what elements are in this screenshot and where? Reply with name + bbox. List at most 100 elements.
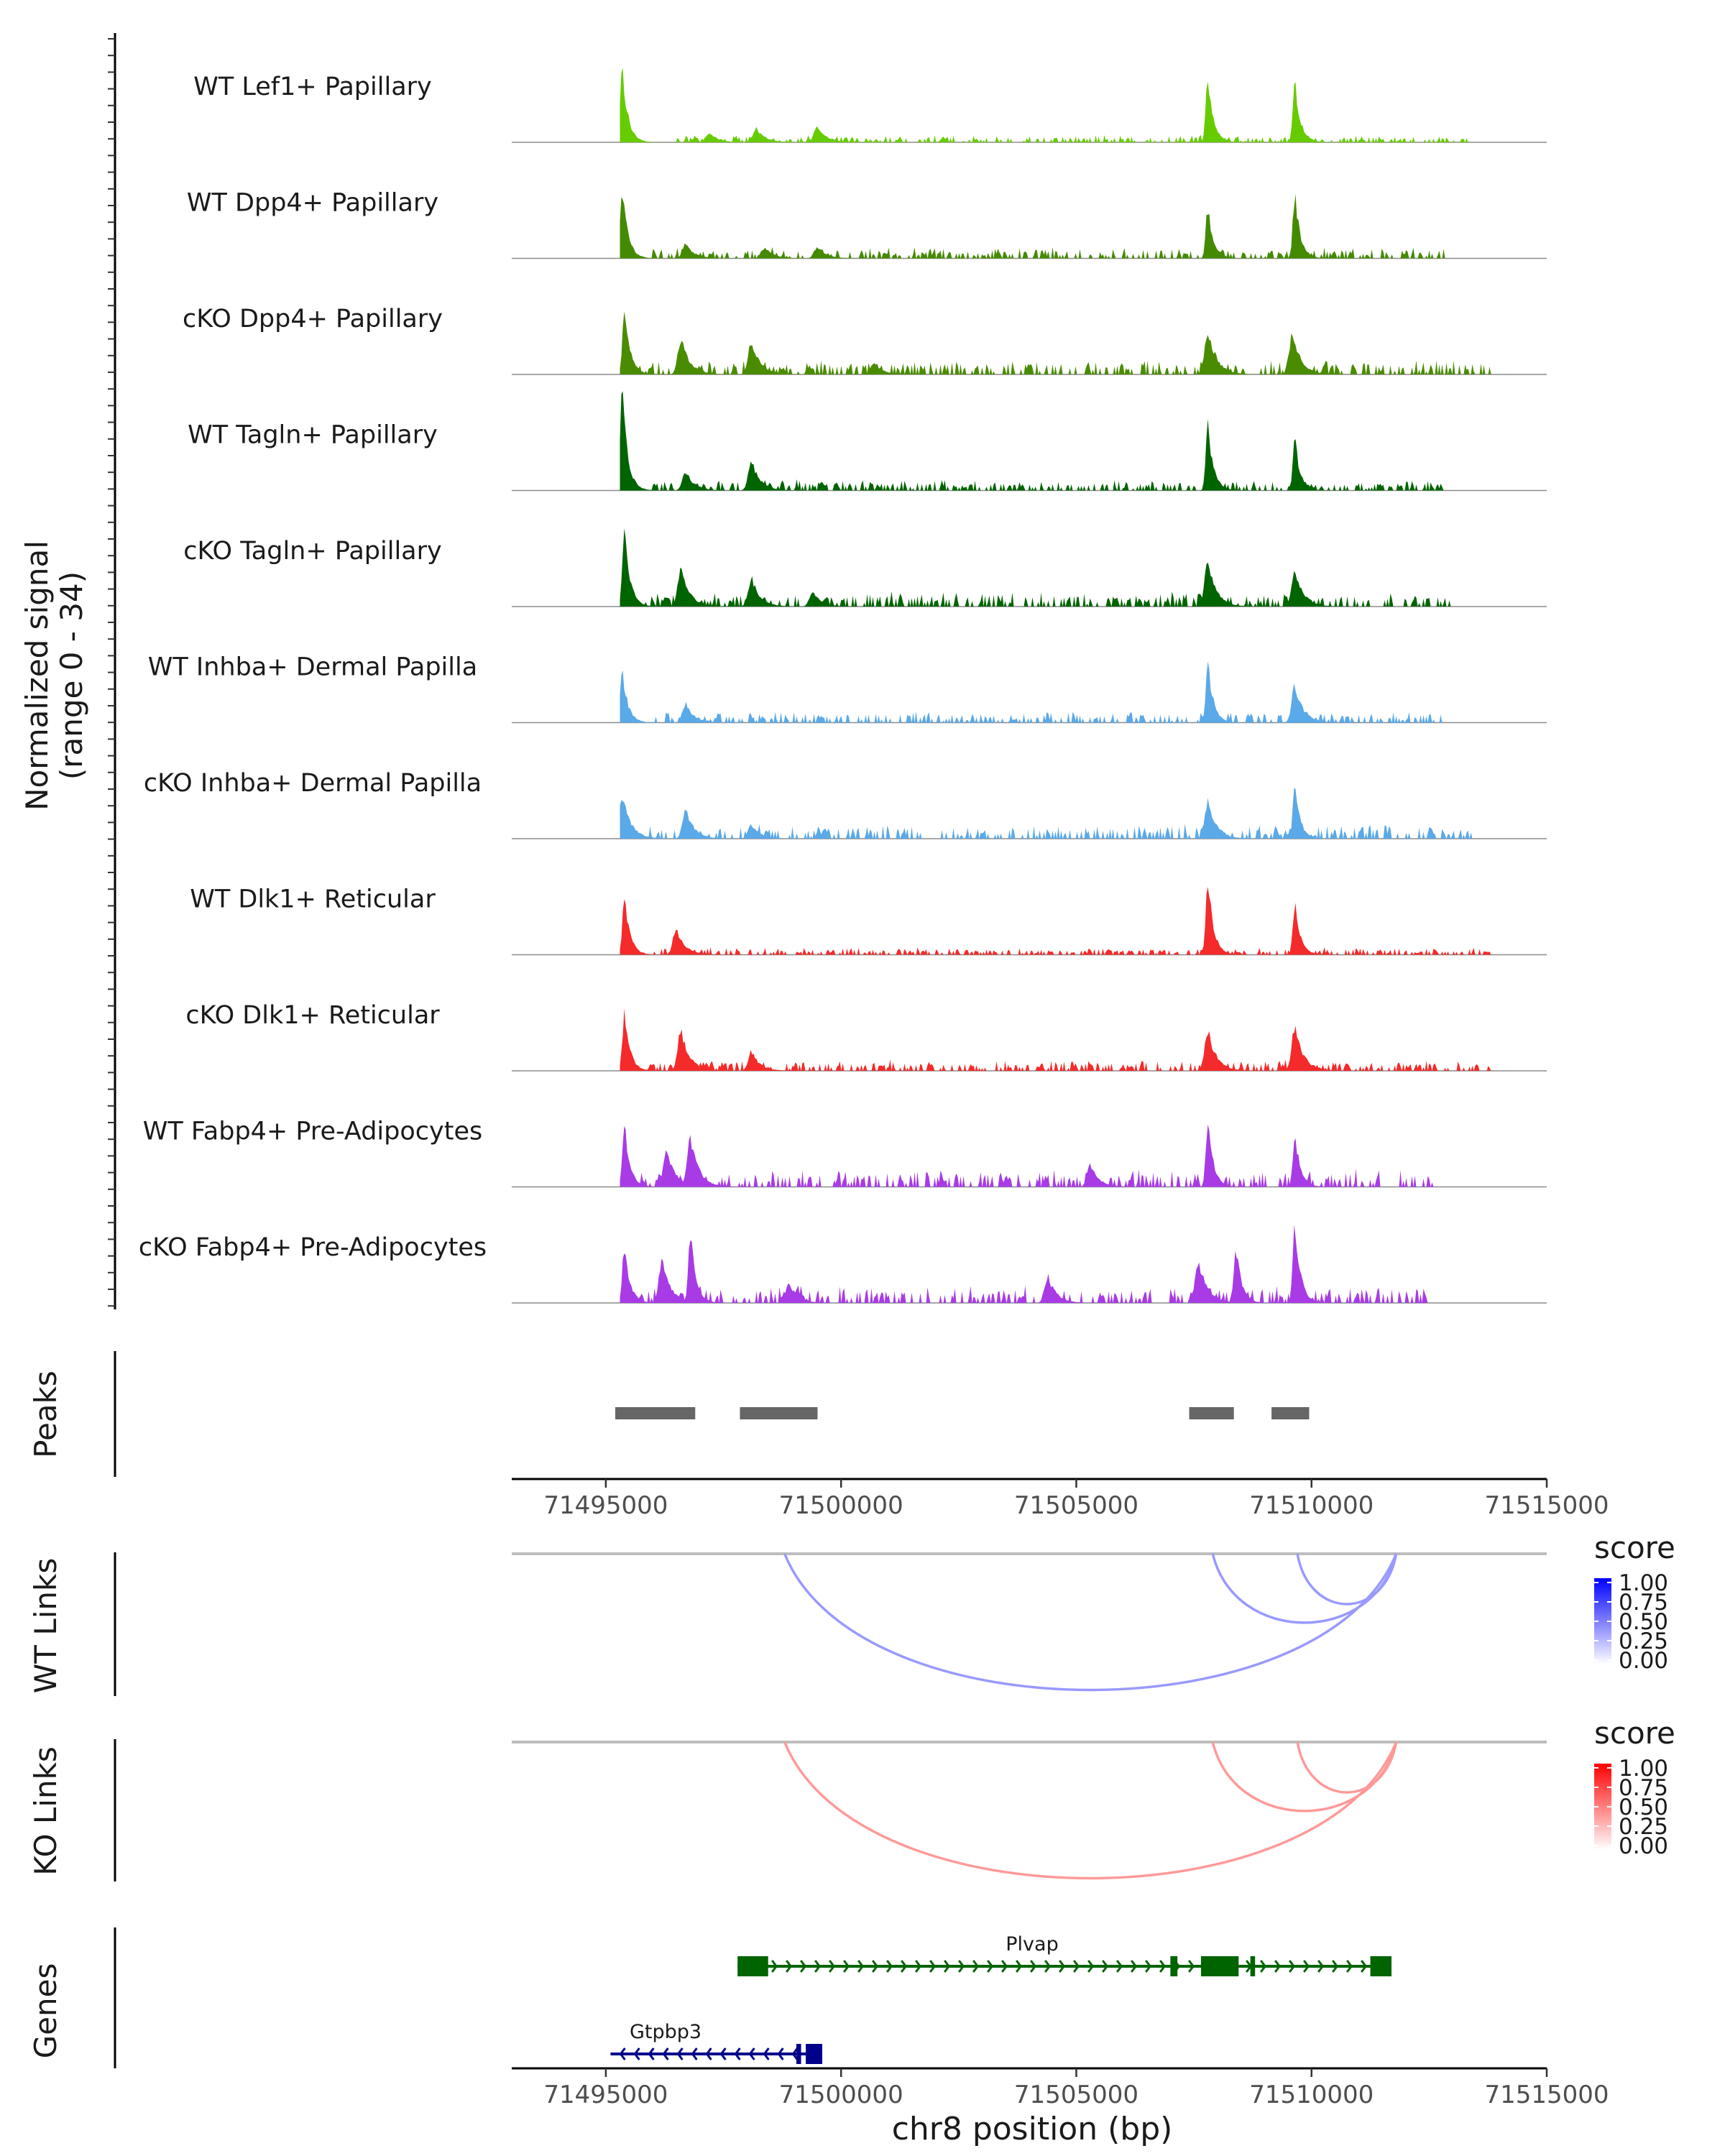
strand-chevron [886, 1960, 893, 1973]
strand-chevron [1302, 1960, 1310, 1973]
strand-chevron [1274, 1960, 1282, 1973]
strand-chevron [662, 2047, 669, 2060]
strand-chevron [1144, 1960, 1152, 1973]
coverage-track-label: WT Inhba+ Dermal Papilla [148, 653, 477, 682]
strand-chevron [633, 2047, 640, 2060]
genes-panel: Genes Plvap Gtpbp3 71495000 71500000 715050… [28, 1927, 1609, 2147]
strand-chevron [1072, 1960, 1080, 1973]
strand-chevron [828, 1960, 836, 1973]
ko-links-arcs [783, 1741, 1398, 1880]
coverage-track-label: cKO Dpp4+ Papillary [183, 305, 443, 333]
wt-score-legend: score 1.000.750.500.250.00 [1594, 1530, 1675, 1674]
strand-chevron [799, 1960, 807, 1973]
x-axis-tick-label: 71505000 [1014, 2081, 1138, 2109]
peaks-intervals [615, 1407, 1310, 1419]
coverage-y-axis-ticks [108, 38, 115, 1307]
strand-chevron [1029, 1960, 1037, 1973]
strand-chevron [1000, 1960, 1008, 1973]
coverage-signal-area [620, 1124, 1547, 1187]
link-arc [783, 1553, 1398, 1692]
coverage-signal-area [620, 193, 1547, 259]
legend-tick-label: 0.25 [1619, 1628, 1668, 1654]
x-axis-tick-label: 71515000 [1484, 1491, 1609, 1520]
gene-exon [737, 1956, 768, 1976]
ko-legend-ticks: 1.000.750.500.250.00 [1594, 1756, 1668, 1859]
strand-chevron [676, 2047, 684, 2060]
strand-chevron [1058, 1960, 1066, 1973]
ko-legend-title: score [1594, 1715, 1675, 1751]
genes-x-axis: 71495000 71500000 71505000 71510000 71515000 [512, 2067, 1609, 2109]
strand-chevron [842, 1960, 850, 1973]
wt-links-panel: WT Links score 1.000.750.500.250.00 [28, 1530, 1675, 1696]
strand-chevron [986, 1960, 994, 1973]
strand-chevron [1187, 1960, 1195, 1973]
genes-track-label: Genes [28, 1963, 63, 2059]
coverage-signal-area [620, 1225, 1547, 1303]
coverage-signal-area [620, 887, 1547, 955]
coverage-signal-area [620, 68, 1547, 142]
gene-models: Plvap Gtpbp3 [610, 1933, 1392, 2064]
strand-chevron [748, 2047, 755, 2060]
x-axis-tick-label: 71510000 [1249, 1491, 1374, 1520]
strand-chevron [791, 2047, 799, 2060]
link-arc [1296, 1553, 1398, 1606]
strand-chevron [900, 1960, 908, 1973]
coverage-track-wt-lef1-papillary: WT Lef1+ Papillary [193, 68, 1547, 143]
coverage-track-cko-dpp4-papillary: cKO Dpp4+ Papillary [183, 305, 1547, 375]
peak-interval [740, 1407, 818, 1419]
coverage-track-cko-dlk1-reticular: cKO Dlk1+ Reticular [185, 1001, 1547, 1072]
strand-chevron [1331, 1960, 1339, 1973]
wt-legend-ticks: 1.000.750.500.250.00 [1594, 1570, 1668, 1674]
ko-score-legend: score 1.000.750.500.250.00 [1594, 1715, 1675, 1859]
link-arc [783, 1741, 1398, 1880]
strand-chevron [1346, 1960, 1353, 1973]
coverage-track-wt-tagln-papillary: WT Tagln+ Papillary [188, 391, 1547, 492]
coverage-track-label: cKO Fabp4+ Pre-Adipocytes [139, 1233, 487, 1262]
strand-chevron [857, 1960, 865, 1973]
coverage-track-label: WT Dlk1+ Reticular [190, 885, 436, 914]
legend-tick-label: 0.00 [1619, 1648, 1668, 1674]
strand-chevron [957, 1960, 965, 1973]
strand-chevron [1116, 1960, 1123, 1973]
peak-interval [615, 1407, 696, 1419]
x-axis-tick-label: 71505000 [1014, 1491, 1138, 1520]
link-arc [1296, 1741, 1398, 1794]
strand-chevron [814, 1960, 822, 1973]
legend-tick-label: 0.50 [1619, 1795, 1668, 1820]
legend-tick-label: 1.00 [1619, 1570, 1668, 1596]
strand-chevron [719, 2047, 727, 2060]
legend-tick-label: 0.25 [1619, 1814, 1668, 1840]
gene-exon [1170, 1956, 1178, 1976]
coverage-track-cko-fabp4-pre-adipocytes: cKO Fabp4+ Pre-Adipocytes [139, 1225, 1547, 1304]
peaks-x-axis: 71495000 71500000 71505000 71510000 71515000 [512, 1478, 1609, 1520]
wt-links-track-label: WT Links [28, 1558, 63, 1693]
link-arc [1211, 1553, 1398, 1624]
x-axis-tick-label: 71495000 [543, 1491, 668, 1520]
legend-tick-label: 1.00 [1619, 1756, 1668, 1782]
peaks-track-label: Peaks [28, 1370, 63, 1458]
coverage-y-axis-label-line-1: Normalized signal [19, 540, 55, 811]
strand-chevron [1259, 1960, 1267, 1973]
strand-chevron [1044, 1960, 1052, 1973]
peak-interval [1189, 1407, 1234, 1419]
coverage-panel: Normalized signal (range 0 - 34) WT Lef1… [19, 33, 1547, 1309]
x-axis-tick-label: 71495000 [543, 2081, 668, 2109]
peaks-panel: Peaks 71495000 71500000 71505000 71510000 71… [28, 1351, 1609, 1520]
coverage-track-label: cKO Dlk1+ Reticular [185, 1001, 440, 1030]
coverage-signal-area [620, 528, 1547, 607]
x-axis-tick-label: 71500000 [779, 1491, 903, 1520]
x-axis-tick-label: 71510000 [1249, 2081, 1374, 2109]
strand-chevron [1087, 1960, 1095, 1973]
x-axis-tick-label: 71515000 [1484, 2081, 1609, 2109]
ko-links-panel: KO Links score 1.000.750.500.250.00 [28, 1715, 1675, 1881]
strand-chevron [1317, 1960, 1325, 1973]
strand-chevron [929, 1960, 937, 1973]
coverage-track-wt-fabp4-pre-adipocytes: WT Fabp4+ Pre-Adipocytes [143, 1118, 1547, 1188]
gene-name-label: Gtpbp3 [630, 2021, 702, 2043]
coverage-track-label: cKO Tagln+ Papillary [183, 537, 442, 566]
strand-chevron [1130, 1960, 1138, 1973]
link-arc [1211, 1741, 1398, 1812]
strand-chevron [1101, 1960, 1109, 1973]
coverage-track-label: WT Lef1+ Papillary [193, 73, 432, 101]
